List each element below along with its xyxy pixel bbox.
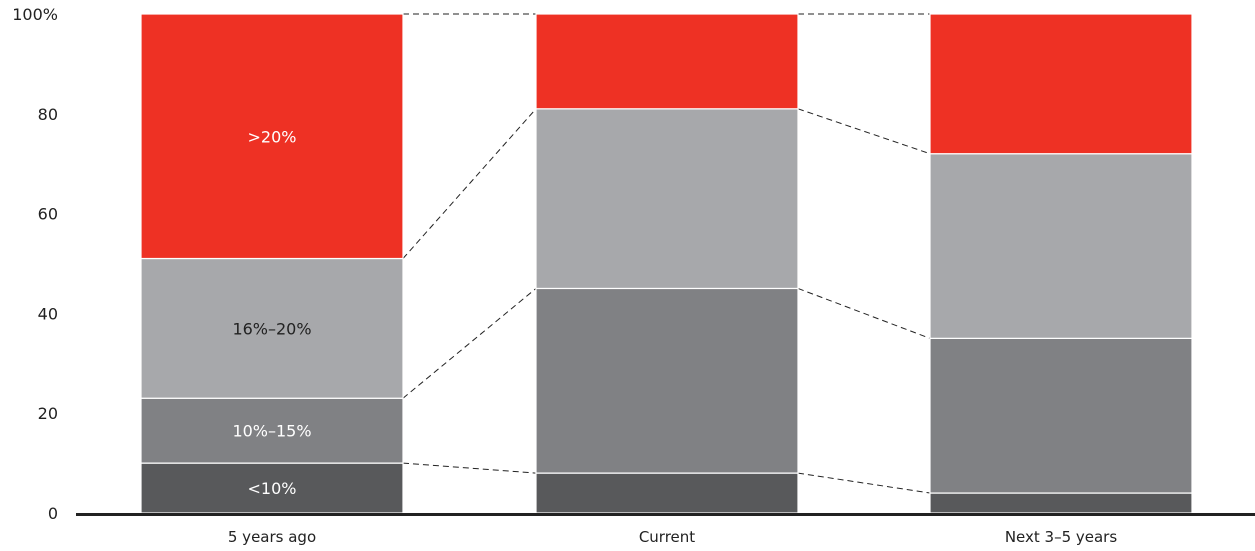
- bars: [140, 13, 1193, 514]
- y-tick-label-20: 20: [38, 404, 58, 423]
- connector-line-10-15-0: [402, 288, 537, 399]
- y-tick-label-80: 80: [38, 105, 58, 124]
- x-axis: 5 years ago Current Next 3–5 years: [76, 513, 1255, 546]
- x-category-label-current: Current: [639, 528, 695, 546]
- segment-label-16-20: 16%–20%: [232, 319, 311, 338]
- bar-segment-current-10: [535, 472, 799, 514]
- x-category-label-5-years-ago: 5 years ago: [228, 528, 316, 546]
- bar-segment-current-20: [535, 13, 799, 110]
- y-tick-label-100: 100%: [12, 5, 58, 24]
- connector-line-16-20-1: [797, 108, 931, 155]
- y-tick-label-0: 0: [48, 504, 58, 523]
- bar-segment-5-years-ago-16-20: [140, 257, 404, 399]
- segment-label-10: <10%: [248, 479, 297, 498]
- connector-line-10-15-1: [797, 287, 931, 339]
- segment-labels: <10% 10%–15% 16%–20% >20%: [232, 127, 311, 498]
- bar-segment-next-3-5-years-20: [929, 13, 1193, 155]
- y-tick-label-40: 40: [38, 304, 58, 323]
- bar-segment-next-3-5-years-16-20: [929, 153, 1193, 339]
- y-tick-label-60: 60: [38, 205, 58, 224]
- bar-segment-current-10-15: [535, 287, 799, 474]
- connector-line-10-0: [402, 462, 537, 474]
- connector-lines: [402, 13, 931, 494]
- bar-segment-5-years-ago-20: [140, 13, 404, 260]
- segment-label-20: >20%: [248, 127, 297, 146]
- bar-segment-5-years-ago-10-15: [140, 397, 404, 464]
- bar-segment-next-3-5-years-10-15: [929, 337, 1193, 494]
- segment-label-10-15: 10%–15%: [232, 422, 311, 441]
- bar-segment-current-16-20: [535, 108, 799, 290]
- connector-line-16-20-0: [402, 108, 537, 259]
- bar-segment-5-years-ago-10: [140, 462, 404, 514]
- x-category-label-next-3-5-years: Next 3–5 years: [1005, 528, 1118, 546]
- connector-line-10-1: [797, 472, 931, 494]
- y-axis: 0 20 40 60 80 100%: [12, 5, 58, 523]
- bar-segment-next-3-5-years-10: [929, 492, 1193, 514]
